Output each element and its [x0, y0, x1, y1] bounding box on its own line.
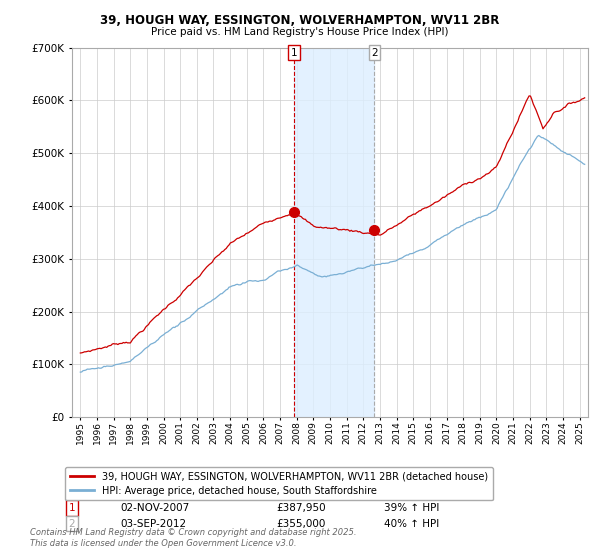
- Legend: 39, HOUGH WAY, ESSINGTON, WOLVERHAMPTON, WV11 2BR (detached house), HPI: Average: 39, HOUGH WAY, ESSINGTON, WOLVERHAMPTON,…: [65, 467, 493, 501]
- Text: 2: 2: [68, 519, 76, 529]
- Text: 03-SEP-2012: 03-SEP-2012: [120, 519, 186, 529]
- Text: 39, HOUGH WAY, ESSINGTON, WOLVERHAMPTON, WV11 2BR: 39, HOUGH WAY, ESSINGTON, WOLVERHAMPTON,…: [100, 14, 500, 27]
- Text: 40% ↑ HPI: 40% ↑ HPI: [384, 519, 439, 529]
- Text: Contains HM Land Registry data © Crown copyright and database right 2025.
This d: Contains HM Land Registry data © Crown c…: [30, 528, 356, 548]
- Text: 1: 1: [291, 48, 298, 58]
- Text: £387,950: £387,950: [276, 503, 326, 513]
- Text: 1: 1: [68, 503, 76, 513]
- Bar: [294, 48, 374, 417]
- Text: 2: 2: [371, 48, 378, 58]
- Text: 02-NOV-2007: 02-NOV-2007: [120, 503, 189, 513]
- Text: 39% ↑ HPI: 39% ↑ HPI: [384, 503, 439, 513]
- Text: Price paid vs. HM Land Registry's House Price Index (HPI): Price paid vs. HM Land Registry's House …: [151, 27, 449, 37]
- Text: £355,000: £355,000: [276, 519, 325, 529]
